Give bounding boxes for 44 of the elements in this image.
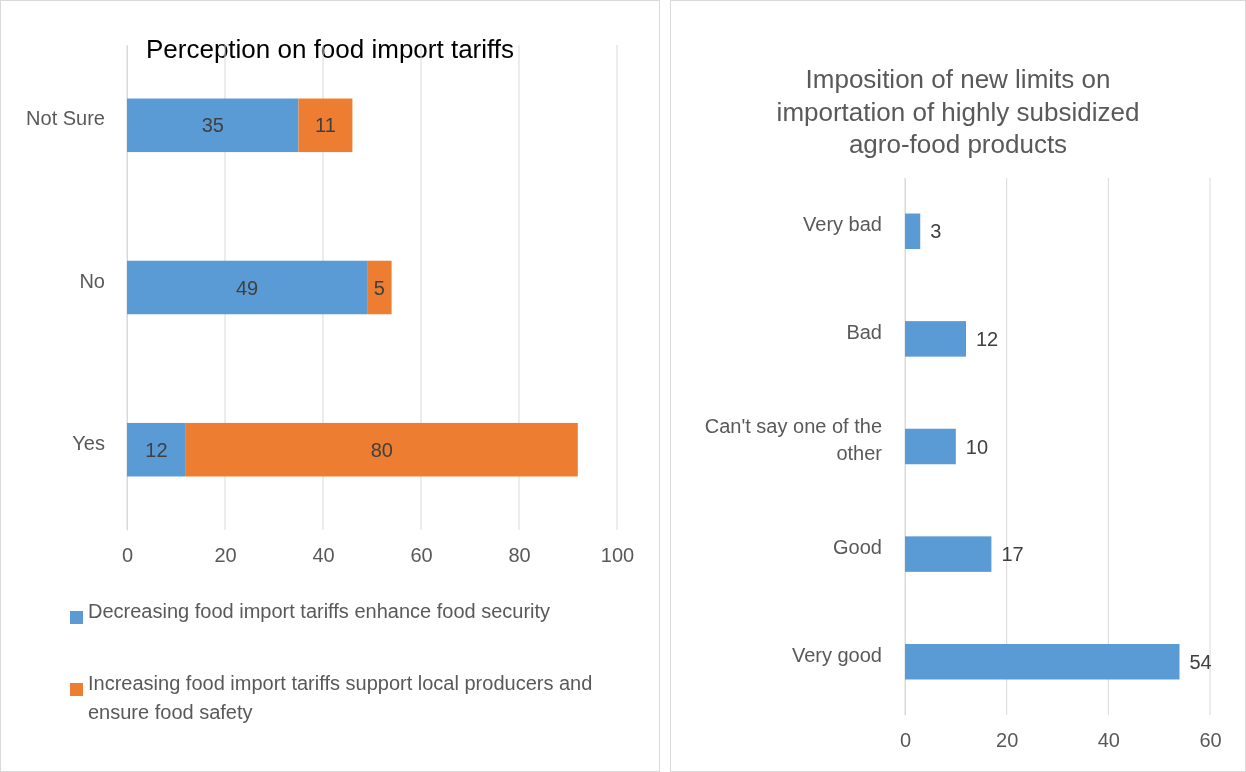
bar [905, 536, 992, 572]
y-tick-label: Can't say one of the other [704, 415, 883, 464]
bar [905, 213, 921, 250]
bar [905, 428, 956, 465]
data-label: 17 [1001, 543, 1024, 566]
y-tick-label: Very good [791, 643, 882, 666]
x-tick-label: 0 [899, 729, 912, 752]
data-label: 54 [1189, 650, 1212, 673]
x-tick-label: 60 [1199, 729, 1222, 752]
y-tick-label: Good [833, 536, 882, 559]
bar [127, 260, 368, 315]
data-label: 10 [965, 435, 989, 458]
data-label: 12 [976, 327, 999, 350]
x-tick-label: 40 [312, 544, 335, 567]
bar [367, 260, 392, 315]
x-tick-label: 0 [121, 544, 134, 567]
data-label: 35 [201, 114, 224, 137]
y-tick-label: Yes [72, 431, 105, 454]
x-tick-label: 20 [214, 544, 237, 567]
bar [905, 643, 1180, 680]
chart-title: Imposition of new limits on importation of highly subsidized agro-food products [776, 64, 1140, 159]
y-tick-label: No [79, 269, 105, 292]
legend-label: Increasing food import tariffs support local producers and ensure food safety [88, 672, 593, 723]
bar [185, 422, 578, 477]
bar [127, 98, 299, 153]
data-label: 11 [315, 114, 336, 137]
x-tick-label: 40 [1097, 729, 1120, 752]
x-tick-label: 80 [508, 544, 531, 567]
bar [905, 321, 966, 357]
data-label: 5 [373, 276, 385, 299]
y-tick-label: Very bad [803, 213, 882, 236]
data-label: 80 [370, 438, 393, 461]
data-label: 49 [235, 276, 259, 299]
x-tick-label: 60 [410, 544, 433, 567]
x-tick-label: 20 [996, 729, 1019, 752]
chart-title: Perception on food import tariffs [145, 34, 515, 64]
y-tick-label: Not Sure [26, 107, 105, 130]
x-tick-label: 100 [600, 544, 635, 567]
bar [127, 422, 186, 477]
data-label: 12 [145, 438, 168, 461]
y-tick-label: Bad [846, 320, 882, 343]
legend-label: Decreasing food import tariffs enhance food security [88, 600, 551, 622]
data-label: 3 [930, 220, 942, 243]
bar [298, 98, 353, 153]
